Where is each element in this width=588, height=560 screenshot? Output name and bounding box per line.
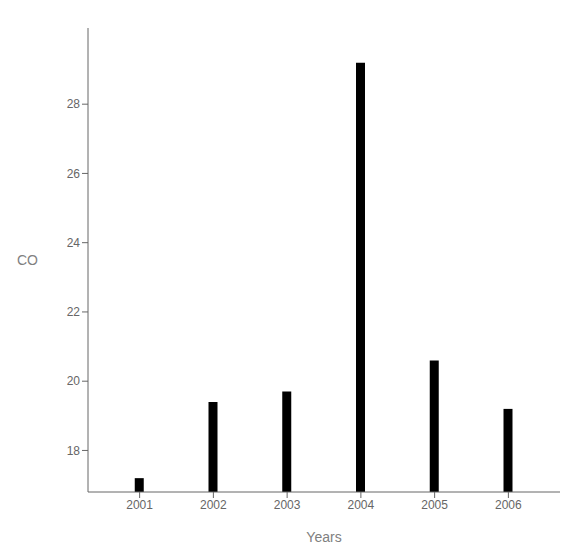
svg-text:28: 28	[67, 97, 81, 111]
svg-text:Years: Years	[306, 529, 341, 545]
svg-text:2005: 2005	[421, 498, 448, 512]
svg-text:24: 24	[67, 236, 81, 250]
svg-text:2002: 2002	[200, 498, 227, 512]
svg-text:2006: 2006	[495, 498, 522, 512]
svg-text:18: 18	[67, 444, 81, 458]
svg-text:2001: 2001	[126, 498, 153, 512]
svg-text:26: 26	[67, 167, 81, 181]
svg-text:2003: 2003	[274, 498, 301, 512]
svg-text:22: 22	[67, 305, 81, 319]
svg-text:CO: CO	[17, 252, 38, 268]
svg-text:2004: 2004	[348, 498, 375, 512]
svg-text:20: 20	[67, 374, 81, 388]
